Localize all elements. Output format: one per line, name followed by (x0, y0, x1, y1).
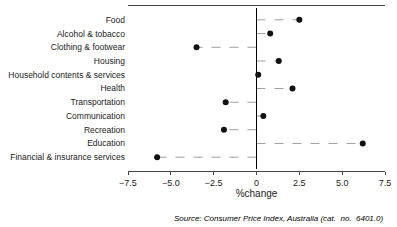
svg-text:Transportation: Transportation (71, 97, 126, 107)
svg-text:5.0: 5.0 (336, 178, 349, 188)
svg-text:7.5: 7.5 (379, 178, 392, 188)
svg-text:%change: %change (236, 188, 278, 199)
svg-text:Health: Health (100, 83, 125, 93)
svg-text:−5.0: −5.0 (162, 178, 180, 188)
svg-text:Communication: Communication (66, 111, 125, 121)
svg-text:Housing: Housing (94, 56, 125, 66)
svg-text:Household contents & services: Household contents & services (8, 70, 125, 80)
svg-text:−2.5: −2.5 (205, 178, 223, 188)
svg-text:−7.5: −7.5 (119, 178, 137, 188)
svg-text:Recreation: Recreation (84, 125, 125, 135)
svg-text:Financial & insurance services: Financial & insurance services (10, 152, 125, 162)
svg-text:Source: Consumer Price Index,: Source: Consumer Price Index, Australia … (174, 214, 383, 223)
svg-text:Food: Food (106, 15, 126, 25)
svg-text:2.5: 2.5 (293, 178, 306, 188)
svg-text:Education: Education (87, 138, 125, 148)
svg-text:Alcohol & tobacco: Alcohol & tobacco (57, 29, 125, 39)
svg-text:0: 0 (254, 178, 259, 188)
svg-text:Clothing & footwear: Clothing & footwear (51, 42, 125, 52)
